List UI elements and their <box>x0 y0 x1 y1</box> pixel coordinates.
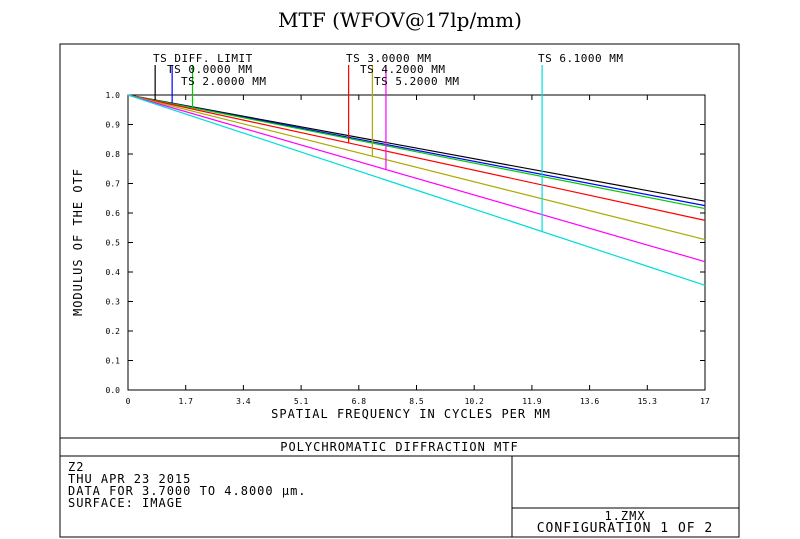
footer-configuration: CONFIGURATION 1 OF 2 <box>536 521 714 536</box>
legend-label: TS 5.2000 MM <box>374 75 459 88</box>
x-tick-label: 11.9 <box>522 397 541 406</box>
legend-label: TS 2.0000 MM <box>181 75 266 88</box>
x-tick-label: 3.4 <box>236 397 251 406</box>
x-tick-label: 5.1 <box>294 397 309 406</box>
y-tick-label: 0.4 <box>106 268 121 277</box>
y-tick-label: 0.3 <box>106 298 121 307</box>
y-tick-label: 0.8 <box>106 150 121 159</box>
footer-file-name: 1.ZMX <box>604 509 646 523</box>
plot-area <box>127 94 706 391</box>
footer-line-date: THU APR 23 2015 <box>68 472 192 486</box>
y-tick-label: 0.7 <box>106 180 121 189</box>
y-axis-label: MODULUS OF THE OTF <box>71 168 85 316</box>
x-tick-label: 8.5 <box>409 397 424 406</box>
series-line <box>127 94 706 221</box>
x-tick-label: 10.2 <box>465 397 484 406</box>
footer-line-design: Z2 <box>68 460 85 474</box>
page-title: MTF (WFOV@17lp/mm) <box>278 8 522 32</box>
y-tick-label: 0.6 <box>106 209 121 218</box>
y-tick-label: 0.9 <box>106 121 121 130</box>
y-tick-label: 0.1 <box>106 357 121 366</box>
x-tick-label: 0 <box>126 397 131 406</box>
x-tick-label: 1.7 <box>178 397 193 406</box>
x-axis-label: SPATIAL FREQUENCY IN CYCLES PER MM <box>271 407 551 421</box>
outer-frame <box>59 43 740 538</box>
x-tick-label: 15.3 <box>638 397 657 406</box>
x-tick-label: 6.8 <box>352 397 367 406</box>
x-tick-label: 17 <box>700 397 710 406</box>
series-line <box>127 94 706 241</box>
footer-line-wavelength: DATA FOR 3.7000 TO 4.8000 μm. <box>68 484 307 498</box>
y-tick-label: 0.5 <box>106 239 121 248</box>
legend-label: TS 0.0000 MM <box>167 63 252 76</box>
x-tick-label: 13.6 <box>580 397 599 406</box>
series-line <box>127 94 706 263</box>
legend-label: TS DIFF. LIMIT <box>153 52 253 65</box>
legend-label: TS 6.1000 MM <box>538 52 623 65</box>
series-line <box>127 94 706 202</box>
legend-label: TS 3.0000 MM <box>346 52 431 65</box>
y-tick-label: 0.2 <box>106 327 121 336</box>
footer-title: POLYCHROMATIC DIFFRACTION MTF <box>280 440 519 454</box>
series-line <box>127 94 706 286</box>
footer-line-surface: SURFACE: IMAGE <box>68 496 184 510</box>
y-tick-label: 0.0 <box>106 386 121 395</box>
y-tick-label: 1.0 <box>106 91 121 100</box>
legend-label: TS 4.2000 MM <box>360 63 445 76</box>
series-line <box>127 94 706 210</box>
